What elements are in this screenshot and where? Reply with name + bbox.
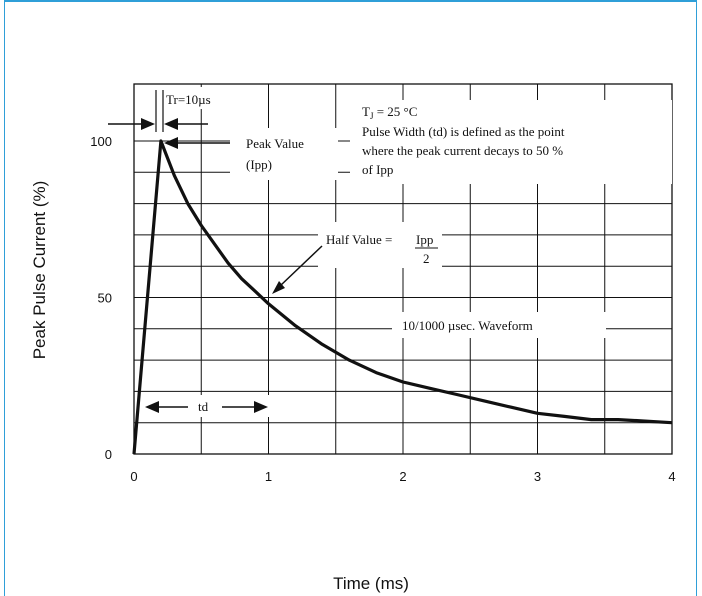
x-tick-label: 3 xyxy=(534,469,541,484)
x-tick-label: 2 xyxy=(399,469,406,484)
half-value-numerator: Ipp xyxy=(416,232,433,247)
y-axis-label: Peak Pulse Current (%) xyxy=(30,181,49,360)
y-tick-label: 0 xyxy=(105,447,112,462)
annotation-bg-pulse xyxy=(350,100,672,184)
rise-arrow-right-head xyxy=(164,118,178,130)
annotation-bg-waveform xyxy=(392,312,606,338)
pulse-width-line-2: where the peak current decays to 50 % xyxy=(362,143,563,158)
waveform-curve xyxy=(132,139,673,455)
half-value-denominator: 2 xyxy=(423,251,430,266)
td-arrow-right-head xyxy=(254,401,268,413)
waveform-label: 10/1000 µsec. Waveform xyxy=(402,318,533,333)
x-tick-label: 0 xyxy=(130,469,137,484)
annotation-bg-rise xyxy=(164,87,250,109)
pulse-width-line-3: of Ipp xyxy=(362,162,393,177)
rise-time-label: Tr=10µs xyxy=(166,92,211,107)
peak-ipp-label: (Ipp) xyxy=(246,157,272,172)
plot-area xyxy=(133,83,673,455)
annotation-bg-half xyxy=(318,222,442,268)
td-arrow-left-head xyxy=(145,401,159,413)
peak-arrow-head xyxy=(164,137,178,149)
x-axis-label: Time (ms) xyxy=(333,574,409,593)
y-tick-label: 100 xyxy=(90,134,112,149)
annotation-bg-peak xyxy=(230,128,338,180)
pulse-width-line-1: Pulse Width (td) is defined as the point xyxy=(362,124,565,139)
chart-frame xyxy=(4,0,697,596)
tj-label: TJ = 25 °C xyxy=(362,104,417,121)
half-arrow-shaft xyxy=(279,245,323,287)
annotation-bg-td xyxy=(142,395,272,417)
half-arrow-head xyxy=(272,281,285,294)
peak-value-label: Peak Value xyxy=(246,136,304,151)
td-label: td xyxy=(198,399,209,414)
x-tick-label: 1 xyxy=(265,469,272,484)
y-tick-label: 50 xyxy=(98,291,112,306)
x-tick-label: 4 xyxy=(668,469,675,484)
half-value-label: Half Value = xyxy=(326,232,392,247)
rise-arrow-left-head xyxy=(141,118,155,130)
